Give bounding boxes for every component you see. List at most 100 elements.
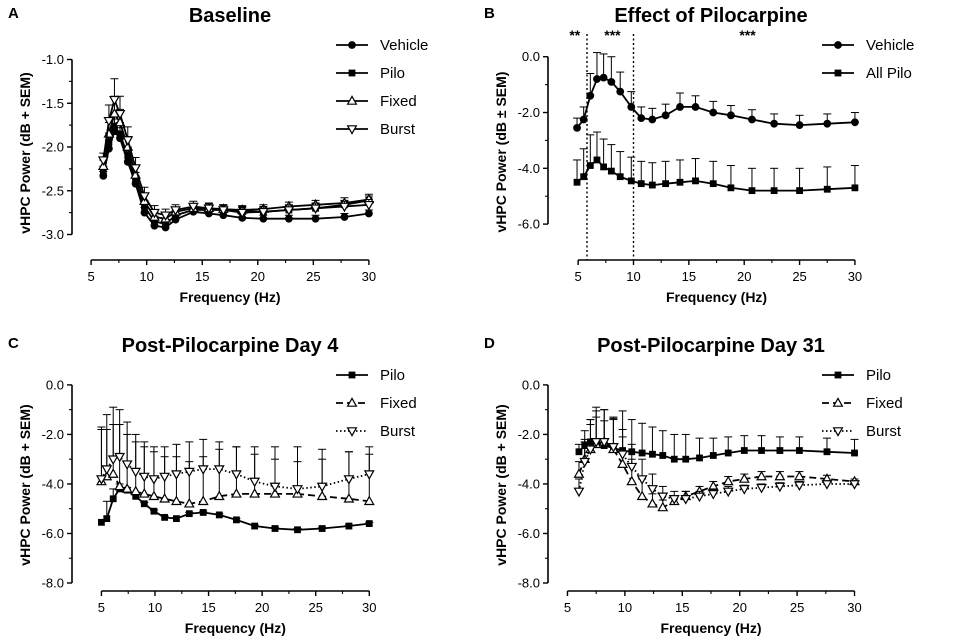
data-point	[586, 91, 595, 100]
legend-item: Fixed	[336, 93, 417, 110]
data-point	[213, 490, 225, 501]
significance-annotation: ***	[604, 27, 621, 43]
data-point	[756, 483, 767, 494]
significance-annotation: ***	[739, 27, 756, 43]
x-tick-label: 20	[251, 269, 265, 284]
data-point	[795, 121, 804, 129]
x-axis-label: Frequency (Hz)	[666, 289, 767, 305]
data-point	[116, 130, 124, 138]
data-point	[573, 178, 581, 186]
data-point	[363, 495, 375, 506]
series-fixed	[96, 424, 375, 508]
data-point	[617, 458, 629, 468]
data-point	[849, 480, 860, 490]
data-point	[722, 487, 734, 498]
data-point	[748, 115, 756, 124]
y-tick-label: -2.0	[42, 140, 64, 155]
data-point	[616, 87, 625, 96]
x-tick-label: 20	[732, 600, 746, 615]
data-point	[187, 202, 199, 213]
y-tick-label: -4.0	[518, 161, 540, 176]
data-point	[607, 443, 619, 453]
series-line	[100, 472, 370, 505]
y-tick-label: 0.0	[522, 377, 540, 392]
data-point	[345, 522, 353, 530]
data-point	[98, 518, 105, 526]
panel-label: C	[8, 335, 19, 352]
y-tick-label: -6.0	[518, 526, 540, 541]
data-point	[738, 485, 750, 495]
legend-item: All Pilo	[822, 65, 912, 82]
data-point	[271, 525, 279, 532]
legend-item: Burst	[336, 423, 416, 440]
data-point	[580, 173, 588, 181]
data-point	[851, 118, 859, 127]
legend-item: Vehicle	[822, 37, 914, 54]
data-point	[170, 206, 181, 216]
data-point	[150, 507, 158, 515]
series-line	[100, 455, 370, 490]
data-point	[231, 470, 242, 480]
data-point	[823, 448, 831, 456]
data-point	[114, 109, 126, 120]
data-point	[823, 119, 832, 128]
legend-item: Fixed	[822, 395, 903, 412]
x-axis-label: Frequency (Hz)	[179, 289, 280, 305]
x-axis-label: Frequency (Hz)	[660, 620, 761, 636]
panel-d: D Post-Pilocarpine Day 31 5 10 15 20 25 30 -8.0 -…	[484, 335, 903, 636]
legend-marker	[832, 397, 844, 407]
data-point	[770, 119, 779, 128]
data-point	[130, 164, 141, 174]
data-point	[251, 522, 259, 530]
legend-label: Vehicle	[380, 37, 428, 54]
data-point	[692, 177, 699, 185]
data-point	[691, 103, 700, 111]
chart-title: Effect of Pilocarpine	[614, 5, 807, 27]
data-point	[774, 470, 786, 481]
x-tick-label: 25	[790, 600, 804, 615]
legend-label: Burst	[380, 423, 416, 440]
series-all-pilo	[573, 131, 859, 195]
panel-label: D	[484, 335, 495, 352]
data-point	[249, 477, 261, 488]
data-point	[311, 214, 320, 223]
data-point	[159, 492, 171, 503]
significance-annotation: **	[569, 27, 580, 43]
legend-marker	[834, 41, 842, 49]
y-tick-label: -8.0	[518, 576, 540, 591]
data-point	[579, 115, 588, 124]
data-point	[217, 206, 229, 216]
data-point	[148, 490, 160, 501]
series-vehicle	[573, 52, 859, 132]
legend-marker	[348, 371, 356, 379]
legend-label: Burst	[866, 423, 902, 440]
y-tick-label: -2.0	[518, 105, 540, 120]
data-point	[793, 481, 805, 492]
data-point	[637, 114, 646, 123]
data-point	[573, 487, 585, 498]
data-point	[161, 513, 169, 521]
data-point	[130, 467, 142, 478]
data-point	[122, 136, 134, 146]
data-point	[97, 156, 109, 166]
data-point	[682, 455, 690, 463]
y-tick-label: -2.5	[42, 183, 64, 198]
data-point	[586, 162, 594, 169]
data-point	[707, 490, 719, 500]
data-point	[776, 447, 784, 454]
legend-marker	[832, 427, 844, 437]
data-point	[269, 482, 281, 493]
data-point	[162, 220, 169, 228]
data-point	[138, 488, 150, 498]
chart-title: Post-Pilocarpine Day 4	[122, 335, 340, 357]
x-tick-label: 20	[255, 600, 269, 615]
series-vehicle	[99, 118, 373, 232]
x-tick-label: 25	[306, 269, 320, 284]
legend-item: Pilo	[822, 367, 891, 384]
data-point	[99, 168, 107, 175]
x-tick-label: 5	[87, 269, 94, 284]
y-tick-label: -3.0	[42, 227, 64, 242]
x-tick-label: 10	[148, 600, 162, 615]
data-point	[627, 177, 635, 185]
